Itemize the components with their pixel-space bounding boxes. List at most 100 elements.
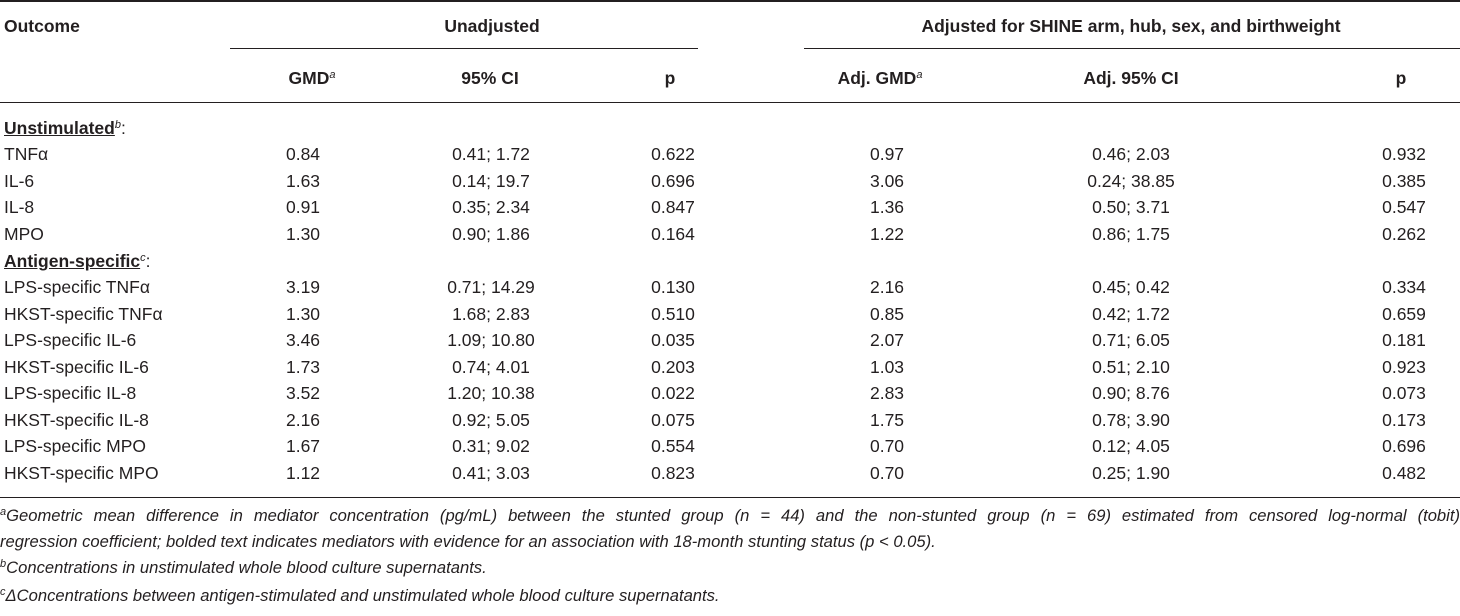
row-outcome: IL-8 [4,197,35,217]
header-adj-p: p [1395,68,1407,88]
row-p: 0.075 [651,410,695,430]
row-adj-ci: 0.51; 2.10 [1092,357,1170,377]
row-adj-p: 0.482 [1382,463,1426,483]
row-outcome: LPS-specific IL-6 [4,330,137,350]
row-gmd: 1.67 [285,436,321,456]
row-adj-p: 0.173 [1382,410,1426,430]
row-adj-ci: 0.86; 1.75 [1092,224,1170,244]
row-gmd: 1.30 [285,224,321,244]
row-gmd: 0.84 [285,144,321,164]
row-adj-ci: 0.45; 0.42 [1092,277,1170,297]
footnote-c: cΔConcentrations between antigen-stimula… [0,586,720,605]
header-p: p [664,68,676,88]
row-adj-gmd: 1.75 [869,410,905,430]
section-unstimulated: Unstimulatedb: [4,118,126,138]
row-ci: 0.14; 19.7 [452,171,530,191]
row-adj-p: 0.547 [1382,197,1426,217]
row-outcome: LPS-specific MPO [4,436,146,456]
row-adj-p: 0.262 [1382,224,1426,244]
row-ci: 0.74; 4.01 [452,357,530,377]
table-bottom-rule [0,497,1460,498]
row-ci: 0.35; 2.34 [452,197,530,217]
adjusted-rule [804,48,1460,49]
row-adj-p: 0.923 [1382,357,1426,377]
header-95ci: 95% CI [461,68,519,88]
row-adj-gmd: 2.83 [869,383,905,403]
row-ci: 0.90; 1.86 [452,224,530,244]
row-ci: 1.68; 2.83 [452,304,530,324]
row-gmd: 3.52 [285,383,321,403]
header-adj-95ci: Adj. 95% CI [1083,68,1179,88]
row-adj-ci: 0.42; 1.72 [1092,304,1170,324]
row-gmd: 1.73 [285,357,321,377]
row-adj-p: 0.696 [1382,436,1426,456]
unadjusted-rule [230,48,698,49]
row-p: 0.823 [651,463,695,483]
row-gmd: 1.30 [285,304,321,324]
row-ci: 0.92; 5.05 [452,410,530,430]
row-ci: 0.71; 14.29 [447,277,535,297]
row-ci: 0.31; 9.02 [452,436,530,456]
row-p: 0.847 [651,197,695,217]
footnote-a-continued: regression coefficient; bolded text indi… [0,532,936,551]
section-antigen-specific: Antigen-specificc: [4,251,151,271]
row-outcome: LPS-specific TNFα [4,277,150,297]
row-p: 0.696 [651,171,695,191]
row-adj-ci: 0.90; 8.76 [1092,383,1170,403]
row-adj-gmd: 0.70 [869,463,905,483]
row-ci: 0.41; 3.03 [452,463,530,483]
row-adj-gmd: 0.70 [869,436,905,456]
row-adj-ci: 0.46; 2.03 [1092,144,1170,164]
row-adj-ci: 0.25; 1.90 [1092,463,1170,483]
row-outcome: HKST-specific IL-6 [4,357,149,377]
row-adj-p: 0.181 [1382,330,1426,350]
row-ci: 0.41; 1.72 [452,144,530,164]
row-outcome: HKST-specific IL-8 [4,410,149,430]
row-p: 0.035 [651,330,695,350]
footnote-a: aGeometric mean difference in mediator c… [0,506,1460,525]
top-rule [0,0,1460,2]
row-adj-gmd: 3.06 [869,171,905,191]
row-adj-ci: 0.78; 3.90 [1092,410,1170,430]
row-adj-p: 0.385 [1382,171,1426,191]
row-p: 0.164 [651,224,695,244]
row-adj-p: 0.659 [1382,304,1426,324]
row-outcome: HKST-specific MPO [4,463,159,483]
row-adj-p: 0.073 [1382,383,1426,403]
header-adj-gmd: Adj. GMDa [837,68,923,88]
row-adj-gmd: 0.97 [869,144,905,164]
row-gmd: 0.91 [285,197,321,217]
header-bottom-rule [0,102,1460,103]
footnote-b: bConcentrations in unstimulated whole bl… [0,558,487,577]
row-adj-gmd: 1.22 [869,224,905,244]
row-adj-gmd: 0.85 [869,304,905,324]
row-gmd: 3.19 [285,277,321,297]
header-unadjusted: Unadjusted [444,16,540,36]
row-adj-gmd: 1.03 [869,357,905,377]
row-adj-ci: 0.12; 4.05 [1092,436,1170,456]
header-adjusted: Adjusted for SHINE arm, hub, sex, and bi… [921,16,1341,36]
row-outcome: MPO [4,224,44,244]
row-outcome: IL-6 [4,171,35,191]
row-gmd: 2.16 [285,410,321,430]
row-adj-ci: 0.71; 6.05 [1092,330,1170,350]
row-adj-gmd: 1.36 [869,197,905,217]
row-outcome: LPS-specific IL-8 [4,383,137,403]
row-adj-gmd: 2.16 [869,277,905,297]
row-p: 0.554 [651,436,695,456]
row-p: 0.022 [651,383,695,403]
row-ci: 1.20; 10.38 [447,383,535,403]
row-adj-p: 0.334 [1382,277,1426,297]
row-p: 0.203 [651,357,695,377]
row-outcome: HKST-specific TNFα [4,304,163,324]
row-ci: 1.09; 10.80 [447,330,535,350]
row-p: 0.622 [651,144,695,164]
row-gmd: 3.46 [285,330,321,350]
row-gmd: 1.63 [285,171,321,191]
row-adj-gmd: 2.07 [869,330,905,350]
row-adj-ci: 0.24; 38.85 [1087,171,1175,191]
row-p: 0.130 [651,277,695,297]
row-p: 0.510 [651,304,695,324]
row-gmd: 1.12 [285,463,321,483]
row-adj-p: 0.932 [1382,144,1426,164]
